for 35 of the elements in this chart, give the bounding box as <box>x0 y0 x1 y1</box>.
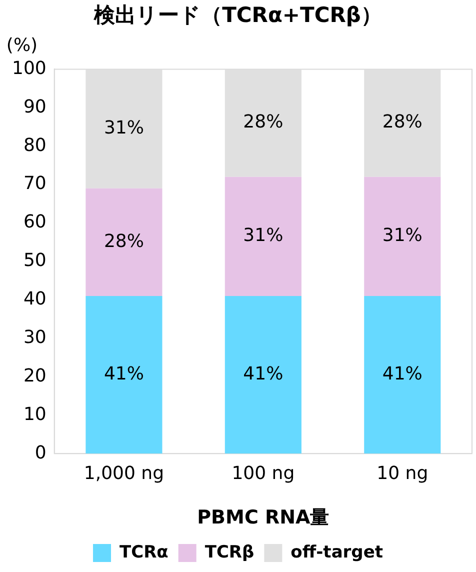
data-label: 31% <box>243 225 284 246</box>
data-label: 41% <box>382 363 422 384</box>
data-label: 28% <box>382 112 422 133</box>
y-tick-label: 10 <box>23 404 46 425</box>
x-axis-title: PBMC RNA量 <box>197 506 330 529</box>
y-tick-label: 0 <box>34 442 46 464</box>
x-tick-label: 10 ng <box>376 463 428 484</box>
bar <box>86 188 162 296</box>
x-tick-label: 1,000 ng <box>84 463 164 484</box>
data-label: 31% <box>104 117 144 138</box>
y-tick-label: 90 <box>23 96 46 118</box>
data-label: 28% <box>104 230 144 252</box>
y-tick-label: 40 <box>23 288 46 310</box>
bar <box>364 296 441 454</box>
bar <box>364 176 441 296</box>
y-tick-label: 20 <box>23 365 46 386</box>
bar <box>86 296 162 454</box>
data-label: 41% <box>243 363 284 384</box>
y-tick-label: 70 <box>23 173 46 194</box>
legend-label: off-target <box>290 542 384 562</box>
y-tick-label: 50 <box>23 250 46 272</box>
data-label: 31% <box>382 225 422 246</box>
legend-label: TCRβ <box>204 542 254 562</box>
bar <box>224 176 302 296</box>
legend-label: TCRα <box>120 542 168 562</box>
y-tick-label: 60 <box>23 212 46 233</box>
data-label: 28% <box>243 112 284 133</box>
y-tick-label: 30 <box>23 326 46 348</box>
x-tick-label: 100 ng <box>232 463 295 484</box>
y-tick-label: 80 <box>23 134 46 156</box>
bar <box>224 296 302 454</box>
chart-title: 検出リード（TCRα+TCRβ） <box>93 3 382 28</box>
data-label: 41% <box>104 363 144 384</box>
y-tick-label: 100 <box>12 58 46 79</box>
y-axis-title: (%) <box>6 34 38 56</box>
